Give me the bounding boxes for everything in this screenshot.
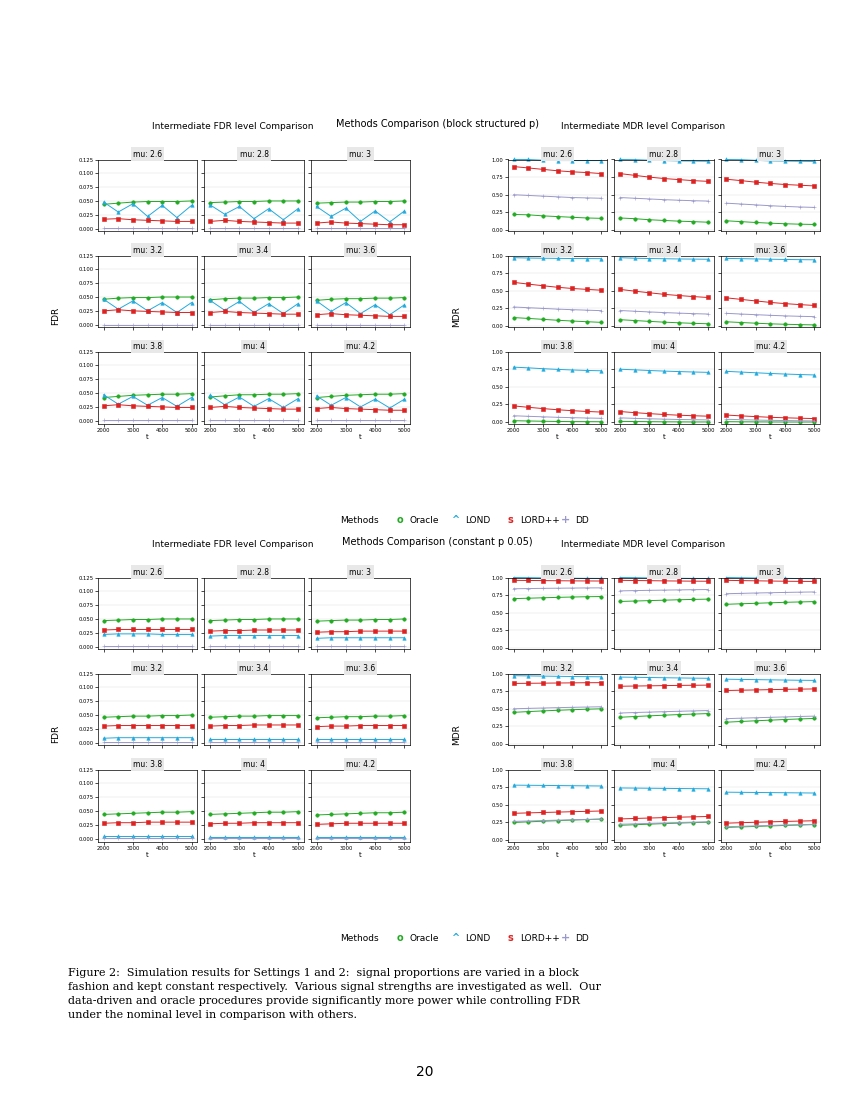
Title: mu: 3.4: mu: 3.4 <box>649 245 678 255</box>
Title: mu: 4.2: mu: 4.2 <box>756 760 785 769</box>
Text: FDR: FDR <box>51 725 60 744</box>
Title: mu: 3: mu: 3 <box>759 150 781 158</box>
X-axis label: t: t <box>146 434 149 440</box>
Title: mu: 3: mu: 3 <box>349 568 371 576</box>
Text: Figure 2:  Simulation results for Settings 1 and 2:  signal proportions are vari: Figure 2: Simulation results for Setting… <box>68 968 601 1020</box>
Text: Intermediate MDR level Comparison: Intermediate MDR level Comparison <box>561 540 725 549</box>
Text: Methods: Methods <box>340 934 378 943</box>
Text: Intermediate MDR level Comparison: Intermediate MDR level Comparison <box>561 122 725 131</box>
Title: mu: 2.8: mu: 2.8 <box>649 568 678 576</box>
Title: mu: 4: mu: 4 <box>653 760 675 769</box>
Text: o: o <box>396 933 403 944</box>
Text: s: s <box>507 933 513 944</box>
X-axis label: t: t <box>252 852 255 858</box>
Text: Methods Comparison (block structured p): Methods Comparison (block structured p) <box>337 119 539 129</box>
Text: LOND: LOND <box>465 934 490 943</box>
Title: mu: 3.2: mu: 3.2 <box>133 663 162 673</box>
Text: LORD++: LORD++ <box>520 516 560 525</box>
X-axis label: t: t <box>556 434 559 440</box>
X-axis label: t: t <box>663 852 666 858</box>
Title: mu: 4: mu: 4 <box>653 342 675 351</box>
Title: mu: 3.4: mu: 3.4 <box>649 663 678 673</box>
Title: mu: 3.2: mu: 3.2 <box>543 245 572 255</box>
Text: Oracle: Oracle <box>410 516 439 525</box>
Text: 20: 20 <box>416 1066 434 1079</box>
Text: Oracle: Oracle <box>410 934 439 943</box>
X-axis label: t: t <box>359 852 362 858</box>
X-axis label: t: t <box>769 852 772 858</box>
Title: mu: 2.8: mu: 2.8 <box>240 568 269 576</box>
Title: mu: 3.8: mu: 3.8 <box>543 342 572 351</box>
Text: LOND: LOND <box>465 516 490 525</box>
Title: mu: 3.6: mu: 3.6 <box>346 245 375 255</box>
X-axis label: t: t <box>556 852 559 858</box>
Text: Methods Comparison (constant p 0.05): Methods Comparison (constant p 0.05) <box>343 537 533 547</box>
Title: mu: 3.8: mu: 3.8 <box>133 342 162 351</box>
Text: s: s <box>507 515 513 526</box>
Title: mu: 3: mu: 3 <box>759 568 781 576</box>
Title: mu: 4: mu: 4 <box>243 342 265 351</box>
Text: ^: ^ <box>450 515 459 526</box>
Title: mu: 3.8: mu: 3.8 <box>543 760 572 769</box>
Title: mu: 3: mu: 3 <box>349 150 371 158</box>
Text: Methods: Methods <box>340 516 378 525</box>
Text: MDR: MDR <box>452 306 462 327</box>
Title: mu: 4.2: mu: 4.2 <box>346 342 375 351</box>
Title: mu: 2.6: mu: 2.6 <box>133 568 162 576</box>
X-axis label: t: t <box>769 434 772 440</box>
Text: FDR: FDR <box>51 307 60 326</box>
Text: +: + <box>561 933 570 944</box>
X-axis label: t: t <box>663 434 666 440</box>
Title: mu: 3.8: mu: 3.8 <box>133 760 162 769</box>
Text: +: + <box>561 515 570 526</box>
Title: mu: 4: mu: 4 <box>243 760 265 769</box>
Title: mu: 3.6: mu: 3.6 <box>346 663 375 673</box>
X-axis label: t: t <box>252 434 255 440</box>
Title: mu: 3.4: mu: 3.4 <box>240 663 269 673</box>
Text: ^: ^ <box>450 933 459 944</box>
Text: DD: DD <box>575 934 589 943</box>
Title: mu: 3.4: mu: 3.4 <box>240 245 269 255</box>
Text: LORD++: LORD++ <box>520 934 560 943</box>
Text: Intermediate FDR level Comparison: Intermediate FDR level Comparison <box>152 122 314 131</box>
Text: o: o <box>396 515 403 526</box>
Title: mu: 3.2: mu: 3.2 <box>133 245 162 255</box>
Title: mu: 2.6: mu: 2.6 <box>543 568 572 576</box>
Text: Intermediate FDR level Comparison: Intermediate FDR level Comparison <box>152 540 314 549</box>
Title: mu: 3.2: mu: 3.2 <box>543 663 572 673</box>
Title: mu: 2.6: mu: 2.6 <box>133 150 162 158</box>
Title: mu: 3.6: mu: 3.6 <box>756 245 785 255</box>
Title: mu: 2.6: mu: 2.6 <box>543 150 572 158</box>
Title: mu: 2.8: mu: 2.8 <box>240 150 269 158</box>
X-axis label: t: t <box>359 434 362 440</box>
Title: mu: 4.2: mu: 4.2 <box>346 760 375 769</box>
Text: DD: DD <box>575 516 589 525</box>
X-axis label: t: t <box>146 852 149 858</box>
Text: MDR: MDR <box>452 724 462 745</box>
Title: mu: 4.2: mu: 4.2 <box>756 342 785 351</box>
Title: mu: 2.8: mu: 2.8 <box>649 150 678 158</box>
Title: mu: 3.6: mu: 3.6 <box>756 663 785 673</box>
